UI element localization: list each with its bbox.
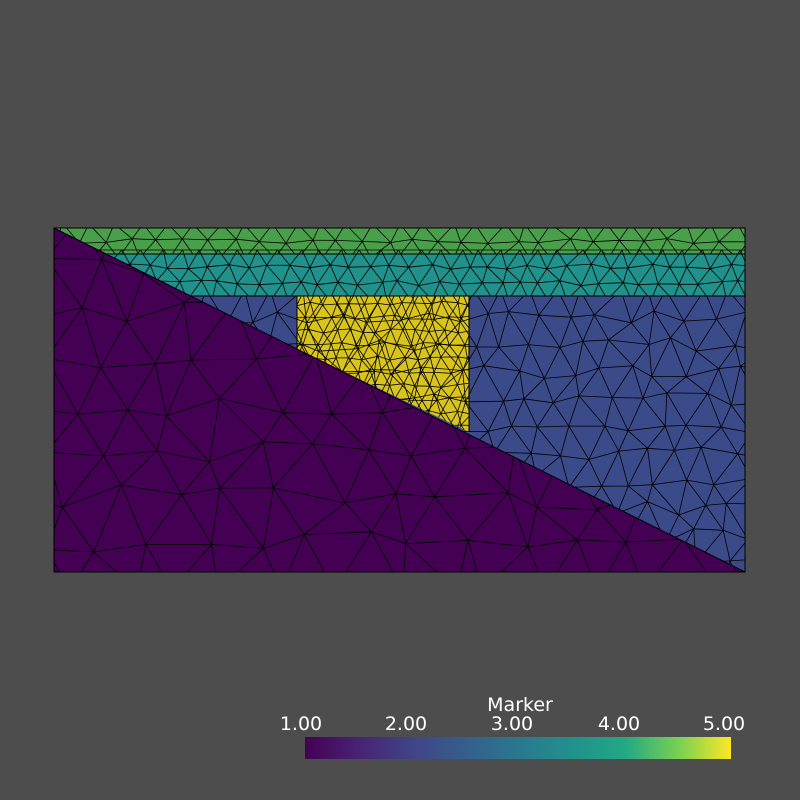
mesh-edge-path [54, 228, 745, 254]
mesh-edges-marker-3 [54, 249, 745, 296]
colorbar-tick-label: 5.00 [702, 713, 746, 735]
colorbar-title: Marker [487, 694, 553, 716]
colorbar-tick-label: 1.00 [279, 713, 323, 735]
mesh-edge-path [54, 249, 745, 296]
mesh-edges-marker-4 [54, 228, 745, 254]
colorbar-tick-label: 3.00 [490, 713, 534, 735]
colorbar-tick-label: 4.00 [597, 713, 641, 735]
colorbar-tick-label: 2.00 [384, 713, 428, 735]
region-boundaries [53, 227, 746, 573]
colorbar-gradient [305, 737, 731, 759]
